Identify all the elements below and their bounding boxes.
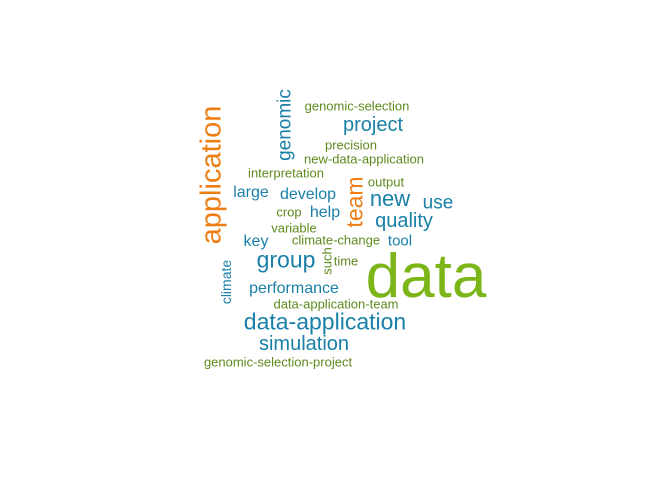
- word-develop: develop: [279, 186, 337, 203]
- word-genomic-selection-project: genomic-selection-project: [203, 354, 353, 370]
- word-large: large: [233, 184, 269, 201]
- word-climate: climate: [218, 259, 234, 305]
- word-key: key: [243, 233, 269, 250]
- word-output: output: [367, 174, 405, 190]
- word-quality: quality: [375, 210, 433, 232]
- word-interpretation: interpretation: [248, 165, 324, 181]
- word-team: team: [341, 176, 368, 228]
- word-new: new: [369, 186, 411, 211]
- word-application: application: [195, 105, 228, 245]
- word-new-data-application: new-data-application: [304, 151, 424, 167]
- word-simulation: simulation: [258, 333, 350, 355]
- word-data-application: data-application: [243, 308, 407, 335]
- word-help: help: [309, 204, 341, 221]
- word-variable: variable: [271, 220, 317, 236]
- word-data: data: [365, 242, 487, 311]
- word-performance: performance: [249, 280, 339, 297]
- word-climate-change: climate-change: [291, 232, 381, 248]
- word-project: project: [342, 114, 404, 136]
- word-data-application-team: data-application-team: [273, 296, 399, 312]
- word-precision: precision: [324, 137, 378, 153]
- word-tool: tool: [387, 232, 413, 250]
- word-such: such: [319, 247, 335, 275]
- word-crop: crop: [276, 204, 302, 220]
- word-use: use: [422, 192, 454, 214]
- word-time: time: [333, 253, 359, 269]
- word-genomic-selection: genomic-selection: [304, 98, 410, 114]
- word-genomic: genomic: [274, 89, 296, 161]
- word-group: group: [256, 246, 316, 273]
